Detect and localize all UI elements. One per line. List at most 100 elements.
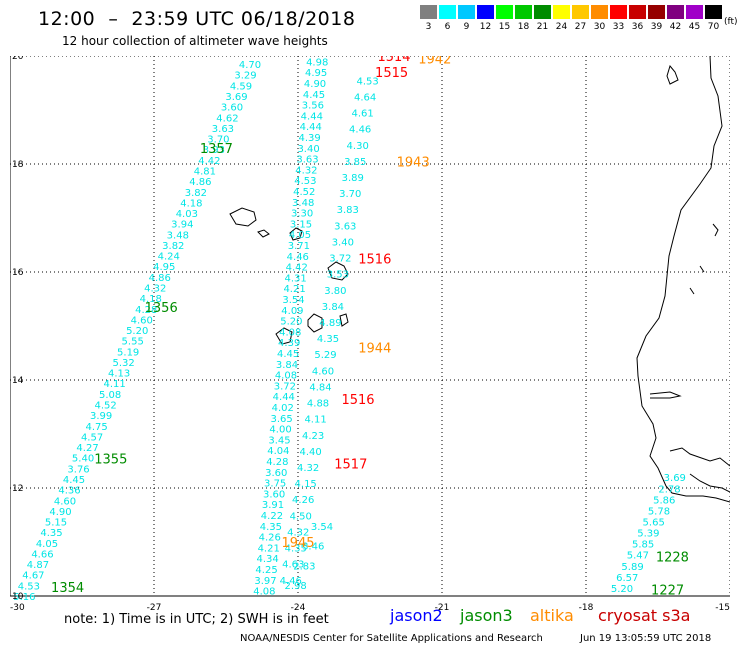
wave-height-value: 4.86 [149, 273, 171, 284]
x-tick-label: -27 [147, 603, 162, 613]
wave-height-value: 4.28 [135, 305, 157, 316]
wave-height-value: 3.60 [221, 103, 243, 114]
wave-height-value: 4.90 [49, 507, 71, 518]
island-coastal-small [689, 223, 719, 295]
wave-height-value: 4.90 [304, 79, 326, 90]
wave-height-value: 4.66 [31, 549, 53, 560]
wave-height-value: 4.53 [294, 176, 316, 187]
wave-height-map: 5.164.534.674.874.664.054.355.154.904.60… [10, 56, 730, 616]
legend-altika: altika [530, 606, 574, 625]
wave-height-value: 4.25 [255, 565, 277, 576]
y-tick-label: 14 [12, 376, 24, 386]
wave-height-value: 3.83 [337, 205, 359, 216]
wave-height-value: 3.45 [268, 435, 290, 446]
wave-height-value: 4.42 [286, 263, 308, 274]
pass-labels: 1354 1355 1356 1357 1228 1227 1942 1943 1944 1945… [51, 56, 689, 599]
coastline [229, 56, 730, 503]
y-tick-label: 18 [12, 160, 24, 170]
legend-label: 45 [688, 22, 701, 32]
legend-label: 6 [444, 22, 451, 32]
wave-height-value: 5.78 [648, 506, 670, 517]
wave-height-value: 4.39 [278, 338, 300, 349]
wave-height-value: 4.57 [81, 432, 103, 443]
wave-height-value: 3.15 [290, 219, 312, 230]
pass-time-label: 1515 [375, 66, 408, 81]
legend-swatch [439, 5, 456, 19]
wave-height-value: 4.11 [304, 415, 326, 426]
legend-label: 12 [479, 22, 492, 32]
wave-height-value: 5.29 [314, 350, 336, 361]
map-note: note: 1) Time is in UTC; 2) SWH is in fe… [64, 612, 329, 627]
x-tick-label: -18 [579, 603, 594, 613]
wave-height-value: 3.84 [276, 360, 298, 371]
pass-time-label: 1516 [341, 393, 374, 408]
legend-swatch [553, 5, 570, 19]
wave-height-value: 4.30 [347, 141, 369, 152]
legend-jason3: jason3 [460, 606, 513, 625]
legend-label: 27 [574, 22, 587, 32]
legend-label: 70 [707, 22, 720, 32]
wave-height-value: 3.48 [167, 230, 189, 241]
wave-height-value: 4.03 [176, 209, 198, 220]
legend-label: 15 [498, 22, 511, 32]
map-grid [10, 56, 730, 597]
wave-height-value: 3.63 [296, 155, 318, 166]
wave-height-value: 4.59 [230, 81, 252, 92]
island-boavista [289, 227, 303, 241]
wave-height-value: 4.32 [295, 165, 317, 176]
wave-height-value: 4.60 [54, 496, 76, 507]
wave-height-value: 3.99 [90, 411, 112, 422]
wave-height-value: 4.44 [301, 111, 323, 122]
pass-time-label: 1944 [358, 342, 391, 357]
wave-height-value: 4.05 [289, 230, 311, 241]
wave-height-value: 3.91 [262, 500, 284, 511]
wave-height-value: 3.70 [207, 135, 229, 146]
wave-height-value: 5.08 [99, 390, 121, 401]
pass-time-label: 1356 [145, 301, 178, 316]
wave-height-value: 3.94 [171, 220, 193, 231]
pass-time-label: 1942 [418, 56, 451, 68]
wave-height-value: 5.19 [117, 347, 139, 358]
legend-label: 33 [612, 22, 625, 32]
wave-height-value: 4.31 [285, 273, 307, 284]
wave-height-value: 5.20 [611, 584, 633, 595]
x-tick-label: -24 [291, 603, 306, 613]
wave-height-value: 3.56 [302, 101, 324, 112]
pass-time-label: 1943 [397, 155, 430, 170]
island-santiago [327, 261, 349, 281]
wave-height-value: 3.40 [297, 144, 319, 155]
wave-height-value: 5.65 [643, 517, 665, 528]
wave-height-value: 4.44 [273, 392, 295, 403]
wave-height-value: 4.09 [281, 306, 303, 317]
wave-height-value: 5.15 [45, 518, 67, 529]
coast-detail-guinea-bissau [669, 447, 730, 467]
wave-height-value: 4.02 [272, 403, 294, 414]
legend-swatch [572, 5, 589, 19]
legend-swatch [705, 5, 722, 19]
wave-height-value: 3.54 [282, 295, 304, 306]
pass-time-label: 1357 [200, 142, 233, 157]
wave-height-value: 4.32 [144, 283, 166, 294]
wave-height-value: 3.93 [203, 145, 225, 156]
legend-label: 21 [536, 22, 549, 32]
wave-height-value: 4.32 [297, 463, 319, 474]
wave-height-value: 3.75 [264, 479, 286, 490]
credit-line: NOAA/NESDIS Center for Satellite Applica… [240, 633, 543, 644]
wave-height-value: 4.61 [352, 109, 374, 120]
wave-height-value: 4.04 [267, 446, 289, 457]
island-fogo [307, 313, 323, 333]
wave-height-value: 4.53 [18, 581, 40, 592]
wave-height-value: 5.39 [637, 529, 659, 540]
wave-height-value: 4.46 [287, 252, 309, 263]
wave-height-value: 4.35 [285, 544, 307, 555]
x-tick-label: -30 [10, 603, 25, 613]
wave-height-value: 5.55 [122, 337, 144, 348]
wave-height-value: 3.82 [162, 241, 184, 252]
wave-height-value: 3.82 [185, 188, 207, 199]
wave-height-value: 4.21 [258, 543, 280, 554]
wave-height-value: 3.53 [327, 270, 349, 281]
pass-time-label: 1355 [94, 452, 127, 467]
pass-time-label: 1945 [281, 536, 314, 551]
wave-height-value: 4.95 [153, 262, 175, 273]
wave-height-value: 6.57 [616, 573, 638, 584]
